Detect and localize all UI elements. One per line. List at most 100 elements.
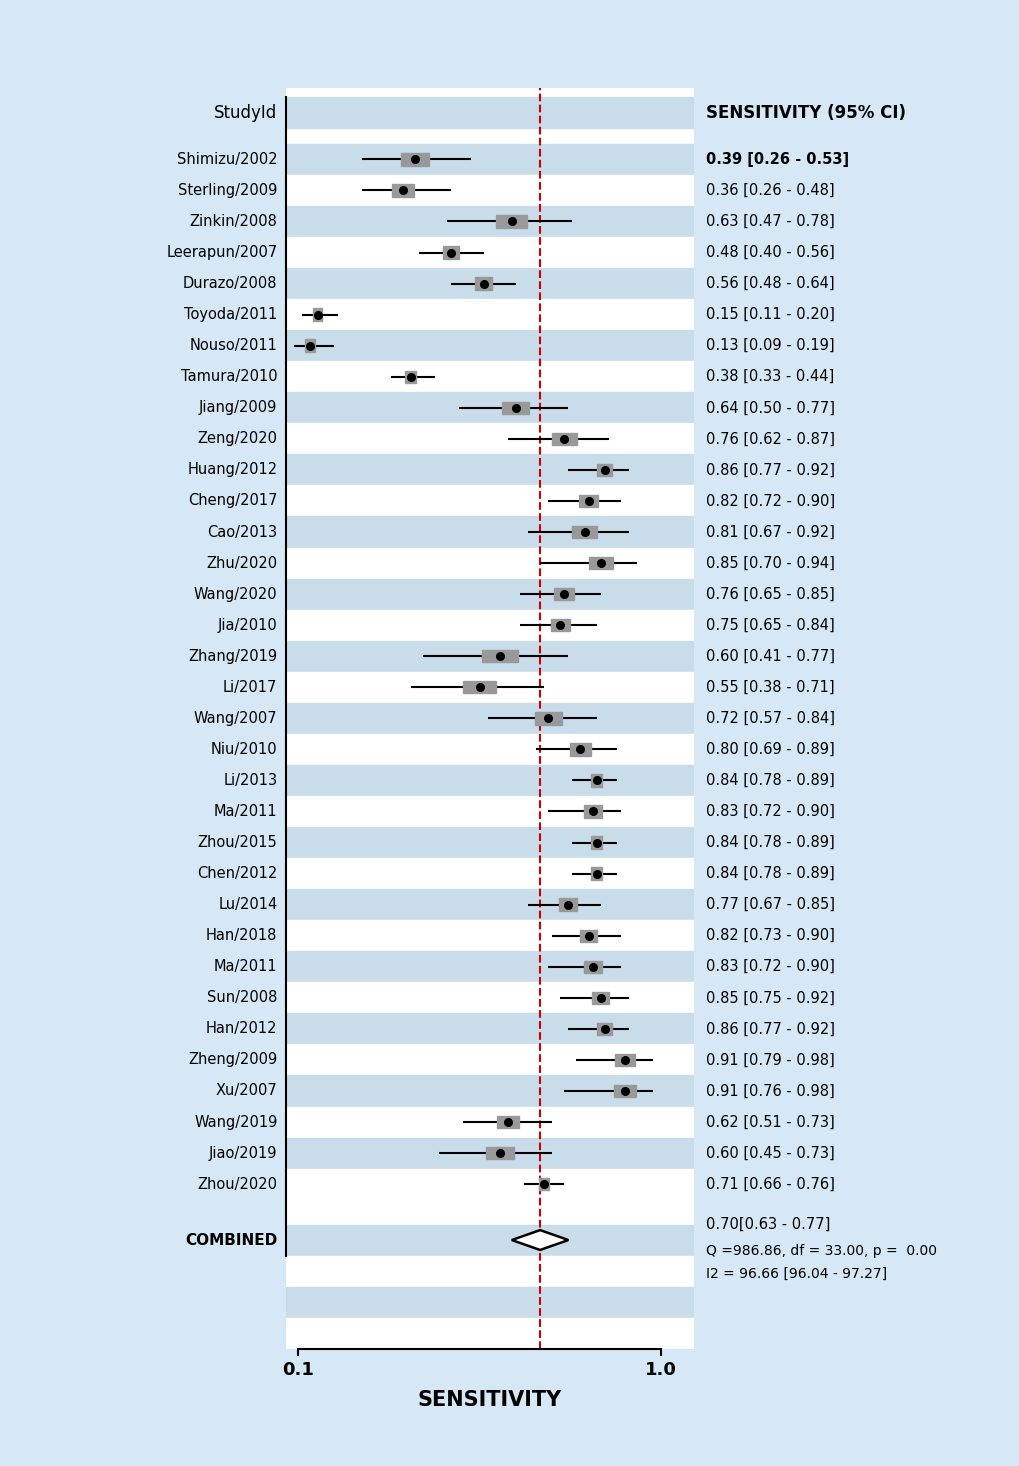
- Bar: [481, 649, 518, 663]
- Bar: [613, 1085, 636, 1097]
- Text: Cao/2013: Cao/2013: [207, 525, 277, 539]
- Text: Li/2017: Li/2017: [223, 680, 277, 695]
- Bar: [553, 588, 574, 601]
- Text: Li/2013: Li/2013: [223, 773, 277, 787]
- Bar: [285, 1138, 693, 1168]
- Text: 0.60 [0.41 - 0.77]: 0.60 [0.41 - 0.77]: [705, 649, 834, 664]
- Text: 0.71 [0.66 - 0.76]: 0.71 [0.66 - 0.76]: [705, 1177, 834, 1192]
- Bar: [285, 921, 693, 951]
- Text: Jiang/2009: Jiang/2009: [199, 400, 277, 415]
- Text: Zeng/2020: Zeng/2020: [198, 431, 277, 446]
- Bar: [285, 1013, 693, 1044]
- Text: 0.77 [0.67 - 0.85]: 0.77 [0.67 - 0.85]: [705, 897, 834, 912]
- Polygon shape: [512, 1230, 568, 1250]
- Bar: [285, 361, 693, 393]
- Text: Ma/2011: Ma/2011: [214, 959, 277, 975]
- Text: Han/2012: Han/2012: [206, 1022, 277, 1036]
- Text: 0.64 [0.50 - 0.77]: 0.64 [0.50 - 0.77]: [705, 400, 834, 415]
- Text: StudyId: StudyId: [214, 104, 277, 122]
- Text: 0.80 [0.69 - 0.89]: 0.80 [0.69 - 0.89]: [705, 742, 834, 756]
- Bar: [496, 1116, 519, 1129]
- Bar: [285, 97, 693, 129]
- Text: COMBINED: COMBINED: [185, 1233, 277, 1248]
- Text: 0.76 [0.62 - 0.87]: 0.76 [0.62 - 0.87]: [705, 431, 834, 446]
- Bar: [285, 1224, 693, 1255]
- Bar: [285, 858, 693, 890]
- Text: 0.55 [0.38 - 0.71]: 0.55 [0.38 - 0.71]: [705, 680, 834, 695]
- Bar: [285, 610, 693, 641]
- Bar: [495, 216, 527, 227]
- Text: 0.75 [0.65 - 0.84]: 0.75 [0.65 - 0.84]: [705, 617, 834, 633]
- Bar: [285, 951, 693, 982]
- Text: Zhou/2020: Zhou/2020: [198, 1177, 277, 1192]
- Text: 0.86 [0.77 - 0.92]: 0.86 [0.77 - 0.92]: [705, 462, 834, 478]
- Text: 0.63 [0.47 - 0.78]: 0.63 [0.47 - 0.78]: [705, 214, 834, 229]
- Text: Han/2018: Han/2018: [206, 928, 277, 943]
- Text: Wang/2019: Wang/2019: [194, 1114, 277, 1129]
- Bar: [285, 205, 693, 237]
- Bar: [580, 929, 596, 943]
- Bar: [591, 991, 608, 1004]
- Bar: [285, 547, 693, 579]
- Text: 0.84 [0.78 - 0.89]: 0.84 [0.78 - 0.89]: [705, 866, 834, 881]
- Bar: [463, 682, 495, 693]
- Text: Nouso/2011: Nouso/2011: [190, 339, 277, 353]
- Bar: [570, 743, 590, 755]
- Text: 0.36 [0.26 - 0.48]: 0.36 [0.26 - 0.48]: [705, 183, 834, 198]
- Text: Zinkin/2008: Zinkin/2008: [190, 214, 277, 229]
- Text: 0.60 [0.45 - 0.73]: 0.60 [0.45 - 0.73]: [705, 1145, 834, 1161]
- Text: Lu/2014: Lu/2014: [218, 897, 277, 912]
- Bar: [285, 299, 693, 330]
- Text: Leerapun/2007: Leerapun/2007: [166, 245, 277, 259]
- Text: 0.83 [0.72 - 0.90]: 0.83 [0.72 - 0.90]: [705, 803, 834, 819]
- Bar: [285, 671, 693, 702]
- Bar: [551, 432, 577, 446]
- Bar: [285, 1168, 693, 1199]
- Bar: [285, 702, 693, 734]
- Bar: [313, 308, 322, 321]
- Text: Zhou/2015: Zhou/2015: [198, 836, 277, 850]
- Text: Xu/2007: Xu/2007: [215, 1083, 277, 1098]
- Bar: [285, 330, 693, 361]
- Text: I2 = 96.66 [96.04 - 97.27]: I2 = 96.66 [96.04 - 97.27]: [705, 1267, 887, 1281]
- Text: Sterling/2009: Sterling/2009: [178, 183, 277, 198]
- Bar: [442, 246, 459, 259]
- Text: 0.72 [0.57 - 0.84]: 0.72 [0.57 - 0.84]: [705, 711, 834, 726]
- Bar: [405, 371, 416, 383]
- Bar: [591, 774, 601, 787]
- Text: 0.38 [0.33 - 0.44]: 0.38 [0.33 - 0.44]: [705, 369, 834, 384]
- Text: 0.85 [0.70 - 0.94]: 0.85 [0.70 - 0.94]: [705, 556, 834, 570]
- Bar: [285, 1076, 693, 1107]
- Text: 0.91 [0.79 - 0.98]: 0.91 [0.79 - 0.98]: [705, 1053, 834, 1067]
- Text: 0.82 [0.73 - 0.90]: 0.82 [0.73 - 0.90]: [705, 928, 834, 943]
- Bar: [572, 526, 596, 538]
- Bar: [285, 393, 693, 424]
- Text: Zheng/2009: Zheng/2009: [189, 1053, 277, 1067]
- Text: 0.84 [0.78 - 0.89]: 0.84 [0.78 - 0.89]: [705, 836, 834, 850]
- Bar: [588, 557, 612, 569]
- Bar: [285, 1255, 693, 1287]
- Text: Cheng/2017: Cheng/2017: [187, 494, 277, 509]
- Bar: [591, 836, 601, 849]
- Bar: [285, 579, 693, 610]
- Text: 0.15 [0.11 - 0.20]: 0.15 [0.11 - 0.20]: [705, 308, 834, 323]
- Bar: [285, 1044, 693, 1076]
- Bar: [534, 712, 561, 724]
- Text: Jiao/2019: Jiao/2019: [209, 1145, 277, 1161]
- Bar: [583, 805, 601, 818]
- Text: Wang/2007: Wang/2007: [194, 711, 277, 726]
- X-axis label: SENSITIVITY: SENSITIVITY: [417, 1390, 561, 1410]
- Text: Wang/2020: Wang/2020: [194, 586, 277, 601]
- Text: 0.84 [0.78 - 0.89]: 0.84 [0.78 - 0.89]: [705, 773, 834, 787]
- Bar: [285, 734, 693, 765]
- Bar: [501, 402, 529, 413]
- Text: 0.85 [0.75 - 0.92]: 0.85 [0.75 - 0.92]: [705, 991, 834, 1006]
- Bar: [285, 516, 693, 547]
- Bar: [550, 619, 570, 632]
- Text: Toyoda/2011: Toyoda/2011: [184, 308, 277, 323]
- Bar: [614, 1054, 634, 1066]
- Bar: [285, 982, 693, 1013]
- Bar: [579, 494, 597, 507]
- Bar: [475, 277, 491, 290]
- Text: Zhang/2019: Zhang/2019: [189, 649, 277, 664]
